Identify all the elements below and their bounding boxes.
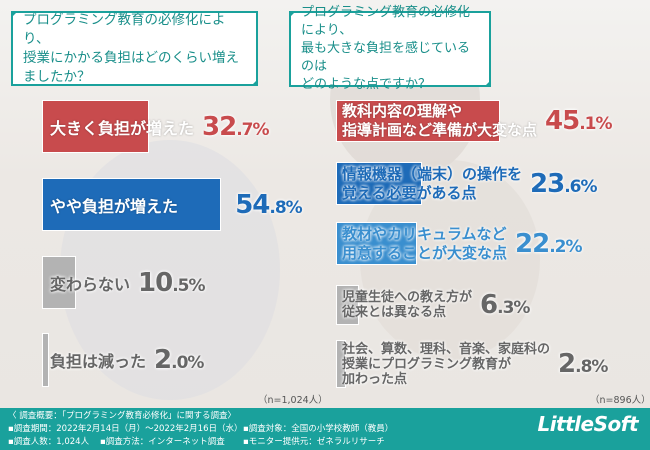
survey-target: ▪調査対象：全国の小学校教師（教員） <box>243 424 394 434</box>
question-box-left: プログラミング教育の必修化により、 授業にかかる負担はどのくらい増えましたか？ <box>11 11 258 86</box>
percent-value: 54.8% <box>235 189 303 220</box>
question-line: どのような点ですか？ <box>301 77 432 92</box>
percent-value: 10.5% <box>138 267 206 298</box>
bar <box>336 285 359 325</box>
question-box-right: プログラミング教育の必修化により、 最も大きな負担を感じているのは どのような点… <box>289 5 491 92</box>
bar <box>42 178 222 231</box>
bar-label-line: 授業にプログラミング教育が <box>342 356 512 372</box>
bar-label-line: 教材やカリキュラムなど <box>342 224 507 243</box>
bar-label: 情報機器（端末）の操作を 覚える必要がある点 <box>336 165 522 203</box>
left-row: 変わらない 10.5% <box>42 256 206 309</box>
right-row: 児童生徒への教え方が 従来とは異なる点 6.3% <box>336 285 530 325</box>
bar-label-line: 覚える必要がある点 <box>342 183 477 202</box>
left-row: やや負担が増えた 54.8% <box>42 178 303 231</box>
bar-label-line: 社会、算数、理科、音楽、家庭科の <box>342 341 551 357</box>
bar <box>42 256 77 309</box>
right-row: 情報機器（端末）の操作を 覚える必要がある点 23.6% <box>336 162 598 205</box>
bar-label: 児童生徒への教え方が 従来とは異なる点 <box>336 290 472 320</box>
bar <box>336 162 422 205</box>
bar <box>336 340 347 388</box>
survey-footer: 〈 調査概要：「プログラミング教育必修化」に関する調査〉 ▪調査期間：2022年… <box>0 408 650 450</box>
survey-method: ▪調査方法：インターネット調査 <box>100 437 225 447</box>
right-row: 教材やカリキュラムなど 用意することが大変な点 22.2% <box>336 222 583 265</box>
question-line: プログラミング教育の必修化により、 <box>23 11 226 47</box>
bar-label: 大きく負担が増えた <box>50 118 195 138</box>
question-line: 授業にかかる負担はどのくらい増えましたか？ <box>23 49 239 85</box>
bar-label-line: 児童生徒への教え方が <box>342 290 473 305</box>
bar-label-line: 教科内容の理解や <box>342 102 463 120</box>
right-row: 社会、算数、理科、音楽、家庭科の 授業にプログラミング教育が 加わった点 2.8% <box>336 340 608 388</box>
bar-label: 負担は減った <box>50 352 147 371</box>
bar <box>336 100 501 142</box>
littlesoft-logo: LittleSoft <box>537 412 638 436</box>
percent-value: 2.0% <box>154 345 204 375</box>
bar <box>336 222 417 265</box>
bar <box>42 100 149 153</box>
survey-title: 〈 調査概要：「プログラミング教育必修化」に関する調査〉 <box>8 411 236 421</box>
right-row: 教科内容の理解や 指導計画など準備が大変な点 45.1% <box>336 100 613 142</box>
bar-label-line: 指導計画など準備が大変な点 <box>342 121 538 139</box>
bar-label-line: 加わった点 <box>342 371 408 387</box>
bar-label-line: 従来とは異なる点 <box>342 305 447 320</box>
bar-label: 教材やカリキュラムなど 用意することが大変な点 <box>336 225 507 263</box>
bar-label: 変わらない <box>50 274 131 294</box>
bar-label: やや負担が増えた <box>50 196 179 216</box>
bar <box>42 333 49 387</box>
right-sample-size: （n=896人） <box>590 395 650 406</box>
survey-provider: ▪モニター提供元：ゼネラルリサーチ <box>243 437 385 447</box>
left-sample-size: （n=1,024人） <box>258 395 328 406</box>
left-row: 大きく負担が増えた 32.7% <box>42 100 270 153</box>
percent-value: 23.6% <box>530 168 598 199</box>
bar-label-line: 用意することが大変な点 <box>342 243 508 262</box>
percent-value: 32.7% <box>202 111 270 142</box>
survey-count: ▪調査人数：1,024人 <box>8 437 90 447</box>
percent-value: 2.8% <box>558 349 608 379</box>
bar-label-line: 情報機器（端末）の操作を <box>342 164 523 183</box>
percent-value: 22.2% <box>515 228 583 259</box>
percent-value: 45.1% <box>545 106 613 136</box>
survey-period: ▪調査期間：2022年2月14日（月）～2022年2月16日（水） <box>8 424 243 434</box>
question-line: プログラミング教育の必修化により、 <box>301 5 471 38</box>
bar-label: 教科内容の理解や 指導計画など準備が大変な点 <box>336 102 537 140</box>
percent-value: 6.3% <box>480 290 530 320</box>
bar-label: 社会、算数、理科、音楽、家庭科の 授業にプログラミング教育が 加わった点 <box>336 342 550 387</box>
question-line: 最も大きな負担を感じているのは <box>301 41 471 74</box>
left-row: 負担は減った 2.0% <box>42 333 204 387</box>
